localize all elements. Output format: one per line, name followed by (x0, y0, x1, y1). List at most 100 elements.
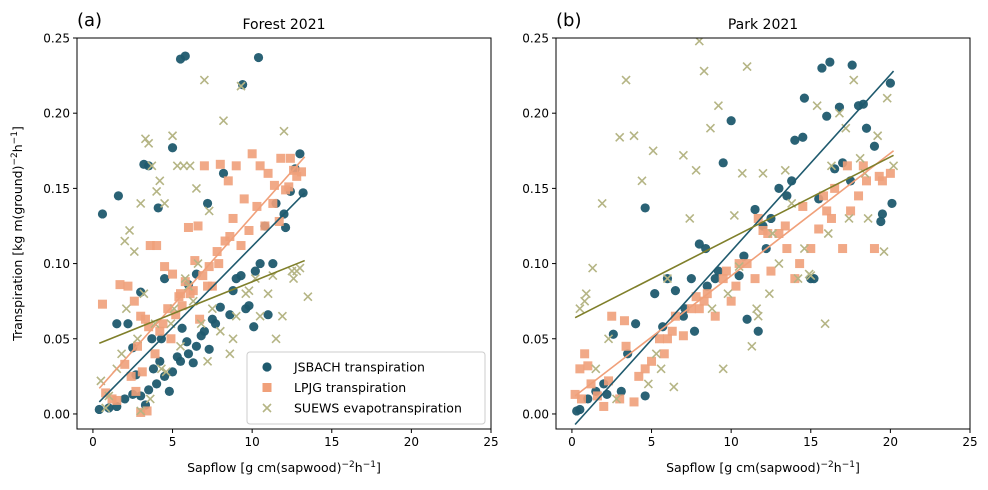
data-point (202, 198, 213, 209)
x-tick-label: 20 (883, 435, 898, 449)
data-point (203, 281, 213, 291)
legend: JSBACH transpiration LPJG transpiration SU… (246, 351, 486, 425)
data-point (97, 209, 108, 219)
data-point (231, 161, 241, 171)
series-suews (96, 75, 313, 416)
y-tick-label: 0.15 (43, 182, 70, 196)
legend-marker-square-icon (262, 383, 272, 392)
data-point (285, 153, 295, 163)
legend-box (246, 351, 486, 425)
data-point (629, 131, 639, 141)
data-point (581, 289, 591, 299)
data-point (844, 213, 854, 224)
data-point (225, 310, 235, 320)
data-point (255, 258, 265, 269)
data-point (806, 244, 816, 254)
data-point (239, 194, 249, 204)
data-point (726, 116, 736, 126)
data-point (172, 352, 182, 362)
x-tick-label: 15 (803, 435, 818, 449)
data-point (667, 326, 677, 336)
data-point (215, 326, 225, 336)
data-point (799, 243, 809, 254)
data-point (152, 379, 162, 389)
data-point (177, 301, 187, 311)
data-point (576, 394, 586, 404)
data-point (297, 167, 307, 177)
data-point (822, 206, 832, 216)
data-point (876, 216, 886, 227)
data-point (734, 271, 744, 281)
data-point (195, 314, 205, 324)
data-point (180, 274, 190, 284)
data-point (678, 331, 688, 341)
data-point (214, 259, 224, 269)
data-point (826, 161, 837, 171)
data-point (94, 404, 104, 415)
panel-forest-2021: 0 5 10 15 20 25 0.00 0.05 0.10 0.15 0.20 0.25 Forest… (10, 10, 499, 475)
data-point (203, 356, 213, 366)
data-point (161, 367, 171, 377)
panel-label: (a) (77, 10, 102, 31)
data-point (647, 356, 657, 366)
data-point (191, 183, 201, 193)
legend-marker-x-icon (262, 403, 272, 413)
data-point (207, 304, 217, 314)
data-point (640, 203, 650, 213)
data-point (147, 161, 157, 171)
y-tick-label: 0.20 (43, 107, 70, 121)
data-point (255, 161, 265, 171)
fit-line-lpjg (98, 156, 306, 389)
data-point (228, 334, 238, 344)
data-point (705, 123, 716, 133)
data-point (691, 165, 701, 175)
data-point (183, 222, 193, 232)
data-point (669, 382, 679, 392)
data-point (175, 341, 186, 351)
data-point (253, 52, 264, 63)
data-point (168, 269, 178, 279)
data-point (790, 135, 800, 145)
data-point (215, 159, 225, 169)
data-point (236, 81, 246, 91)
data-point (276, 153, 286, 163)
data-point (193, 221, 203, 231)
data-point (575, 304, 585, 314)
data-point (629, 397, 639, 407)
legend-label: SUEWS evapotranspiration (294, 401, 462, 416)
data-point (279, 126, 289, 136)
data-point (140, 314, 150, 324)
data-point (723, 289, 733, 299)
y-axis-label: Transpiration [kg m(ground)−2h−1] (10, 126, 25, 342)
x-tick-label: 0 (89, 435, 97, 449)
data-point (152, 241, 162, 251)
fit-line-suews (574, 154, 894, 319)
panel-title: Forest 2021 (242, 17, 325, 33)
data-point (140, 134, 151, 144)
data-point (288, 274, 299, 284)
data-point (185, 161, 195, 171)
data-point (650, 289, 660, 299)
data-point (228, 213, 238, 223)
data-point (303, 292, 313, 302)
panel-park-2021: 0 5 10 15 20 25 0.00 0.05 0.10 0.15 0.20 0.25 Park 2… (522, 10, 977, 475)
x-tick-label: 5 (169, 435, 177, 449)
data-point (129, 246, 139, 257)
data-point (643, 379, 653, 389)
data-point (115, 280, 125, 290)
data-point (702, 281, 712, 291)
data-point (694, 304, 704, 314)
data-point (185, 289, 195, 299)
axes-frame (76, 37, 492, 430)
data-point (782, 191, 792, 201)
data-point (834, 102, 845, 112)
data-point (846, 206, 856, 216)
data-point (753, 326, 763, 336)
legend-entry: SUEWS evapotranspiration (262, 401, 462, 416)
data-point (292, 171, 302, 181)
data-point (147, 334, 157, 344)
data-point (869, 141, 880, 151)
data-point (160, 262, 170, 272)
data-point (136, 406, 146, 416)
data-point (611, 394, 622, 404)
